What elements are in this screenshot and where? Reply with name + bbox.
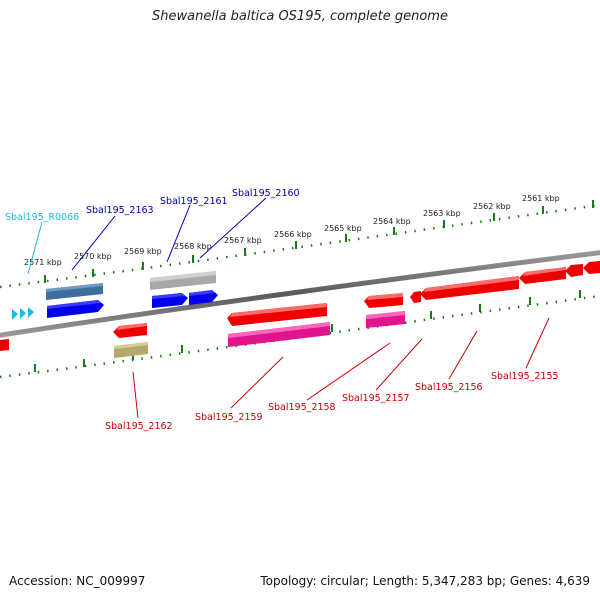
label-2157[interactable]: Sbal195_2157 [342,393,410,404]
gene-shade [366,311,405,319]
reverse-features [0,261,600,358]
rna-feature[interactable] [12,309,18,320]
gene-shade [367,293,403,300]
gene-shade [189,290,215,296]
forward-features [12,271,218,320]
tick-label: 2569 kbp [124,247,162,256]
leader-line [71,215,116,271]
genome-backbone [0,250,600,338]
label-2159[interactable]: Sbal195_2159 [195,412,263,423]
tick-label: 2563 kbp [423,209,461,218]
gene-2157[interactable] [410,291,421,303]
map-title: Shewanella baltica OS195, complete genom… [152,9,448,24]
gene-shade [150,271,216,282]
gene-shade [114,342,148,349]
rna-feature[interactable] [28,307,34,318]
gene-shade [230,303,327,317]
gene-shade [46,283,103,292]
leader-lines [27,197,550,419]
leader-line [525,317,550,369]
tick-label: 2562 kbp [473,202,511,211]
label-2156[interactable]: Sbal195_2156 [415,382,483,393]
label-2161[interactable]: Sbal195_2161 [160,196,228,207]
leader-line [375,338,423,391]
rna-feature[interactable] [20,308,26,319]
tick-label: 2561 kbp [522,194,560,203]
tick-label: 2565 kbp [324,224,362,233]
forward-scale: 2571 kbp 2570 kbp 2569 kbp 2568 kbp 2567… [0,194,600,289]
gene-edge[interactable] [565,264,583,277]
tick-label: 2568 kbp [174,242,212,251]
label-2155[interactable]: Sbal195_2155 [491,371,559,382]
leader-line [166,204,191,263]
leader-line [132,371,139,419]
gene-shade [117,323,147,330]
accession-text: Accession: NC_009997 [9,574,146,588]
tick-label: 2571 kbp [24,258,62,267]
tick-label: 2567 kbp [224,236,262,245]
label-2163[interactable]: Sbal195_2163 [86,205,154,216]
gene-edge[interactable] [583,261,600,274]
tick-label: 2566 kbp [274,230,312,239]
genome-summary-text: Topology: circular; Length: 5,347,283 bp… [260,574,590,588]
gene-shade [152,293,185,299]
leader-line [199,197,267,259]
gene-labels: Sbal195_R0066 Sbal195_2163 Sbal195_2161 … [5,188,559,432]
label-2158[interactable]: Sbal195_2158 [268,402,336,413]
tick-label: 2570 kbp [74,252,112,261]
label-r0066[interactable]: Sbal195_R0066 [5,212,79,223]
leader-line [230,356,284,409]
gene-shade [424,276,519,292]
gene-shade [523,267,566,276]
label-2160[interactable]: Sbal195_2160 [232,188,300,199]
gene-shade [47,300,101,309]
tick-label: 2564 kbp [373,217,411,226]
leader-line [448,330,478,380]
gene-shade [228,322,330,338]
label-2162[interactable]: Sbal195_2162 [105,421,173,432]
leader-line [306,342,391,401]
gene-edge[interactable] [0,339,9,351]
leader-line [27,221,43,275]
